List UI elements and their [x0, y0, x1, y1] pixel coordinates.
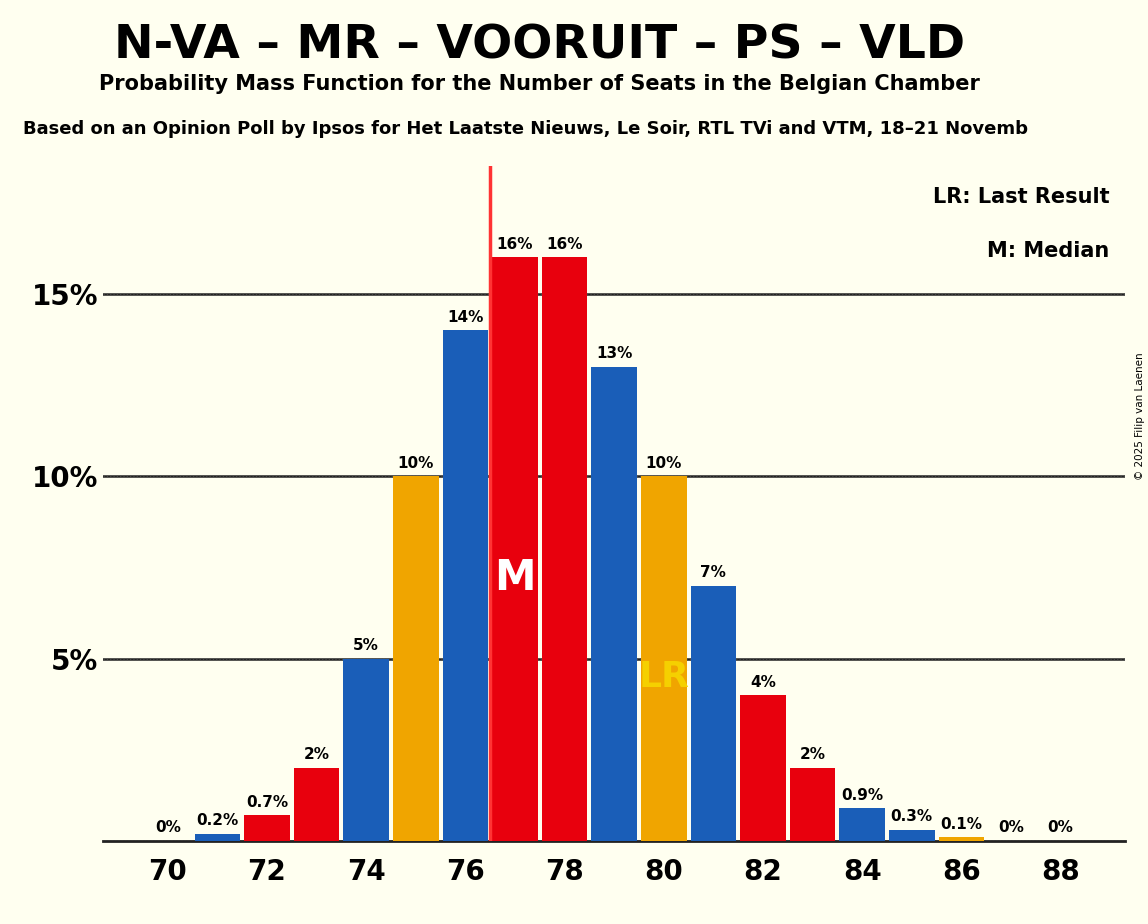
Text: 2%: 2% — [799, 748, 825, 762]
Bar — [492, 258, 537, 841]
Text: 16%: 16% — [546, 237, 583, 252]
Bar — [194, 833, 240, 841]
Text: Based on an Opinion Poll by Ipsos for Het Laatste Nieuws, Le Soir, RTL TVi and V: Based on an Opinion Poll by Ipsos for He… — [23, 120, 1027, 138]
Text: 0.7%: 0.7% — [246, 795, 288, 809]
Bar — [740, 695, 785, 841]
Text: 16%: 16% — [497, 237, 533, 252]
Bar — [889, 830, 934, 841]
Text: © 2025 Filip van Laenen: © 2025 Filip van Laenen — [1135, 352, 1145, 480]
Text: 0.2%: 0.2% — [196, 813, 239, 828]
Text: LR: Last Result: LR: Last Result — [933, 187, 1110, 207]
Bar — [691, 586, 736, 841]
Text: 2%: 2% — [303, 748, 329, 762]
Bar — [393, 476, 439, 841]
Text: 14%: 14% — [448, 310, 483, 325]
Text: 13%: 13% — [596, 346, 633, 361]
Text: LR: LR — [638, 660, 689, 694]
Text: 0.1%: 0.1% — [940, 817, 983, 832]
Text: 7%: 7% — [700, 565, 727, 580]
Text: 10%: 10% — [645, 456, 682, 470]
Bar — [591, 367, 637, 841]
Text: 0.9%: 0.9% — [841, 787, 883, 803]
Text: M: Median: M: Median — [987, 240, 1110, 261]
Text: N-VA – MR – VOORUIT – PS – VLD: N-VA – MR – VOORUIT – PS – VLD — [114, 23, 965, 68]
Text: 0.3%: 0.3% — [891, 809, 933, 824]
Text: 5%: 5% — [354, 638, 379, 653]
Bar — [294, 768, 340, 841]
Bar — [790, 768, 836, 841]
Bar — [443, 331, 488, 841]
Bar — [939, 837, 984, 841]
Bar — [641, 476, 687, 841]
Text: 0%: 0% — [1048, 821, 1073, 835]
Text: Probability Mass Function for the Number of Seats in the Belgian Chamber: Probability Mass Function for the Number… — [99, 74, 980, 94]
Bar — [839, 808, 885, 841]
Text: 0%: 0% — [155, 821, 180, 835]
Bar — [542, 258, 588, 841]
Bar — [343, 659, 389, 841]
Bar — [245, 815, 289, 841]
Text: 4%: 4% — [750, 675, 776, 689]
Text: M: M — [495, 557, 536, 600]
Text: 10%: 10% — [397, 456, 434, 470]
Text: 0%: 0% — [998, 821, 1024, 835]
